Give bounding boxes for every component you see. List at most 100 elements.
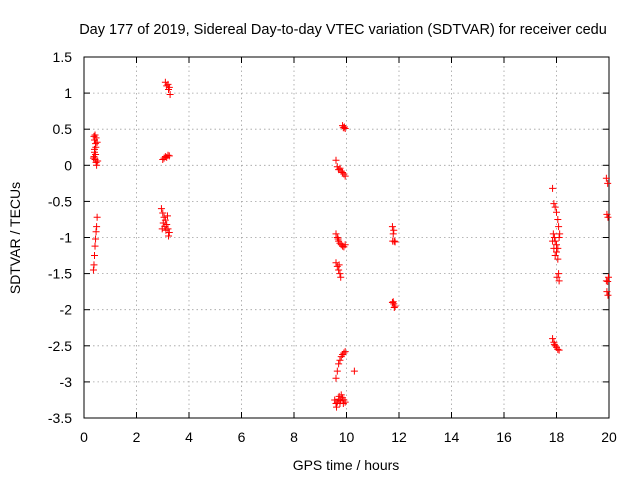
data-point <box>555 270 563 278</box>
data-point <box>158 225 166 233</box>
y-tick-label: 0 <box>64 157 72 173</box>
data-point <box>335 360 343 368</box>
y-tick-label: -0.5 <box>48 193 72 209</box>
data-point <box>92 235 100 243</box>
data-point <box>335 261 343 269</box>
data-point <box>93 138 101 146</box>
data-point <box>388 223 396 231</box>
data-point <box>549 335 557 343</box>
data-point <box>93 223 101 231</box>
data-point <box>337 397 345 405</box>
x-tick-label: 2 <box>133 429 141 445</box>
data-point <box>340 349 348 357</box>
y-tick-label: 0.5 <box>53 121 73 137</box>
data-point <box>555 346 563 354</box>
data-point <box>551 342 559 350</box>
data-point <box>389 230 397 238</box>
x-tick-label: 8 <box>290 429 298 445</box>
data-point <box>333 367 341 375</box>
data-point <box>91 148 98 156</box>
data-point <box>159 209 167 217</box>
data-point <box>332 374 340 382</box>
data-point <box>604 213 612 221</box>
data-point <box>335 266 343 274</box>
data-point <box>341 124 349 132</box>
data-point <box>90 261 98 269</box>
data-point <box>604 273 612 281</box>
data-point <box>550 340 558 348</box>
data-point <box>333 403 341 411</box>
x-tick-label: 20 <box>601 429 617 445</box>
data-points <box>89 78 612 411</box>
x-tick-label: 4 <box>185 429 193 445</box>
data-point <box>163 221 171 229</box>
data-point <box>92 143 100 151</box>
data-point <box>341 398 349 406</box>
data-point <box>333 262 341 270</box>
data-point <box>341 348 349 356</box>
data-point <box>165 228 173 236</box>
x-tick-label: 14 <box>444 429 460 445</box>
data-point <box>333 234 341 241</box>
data-point <box>553 248 560 256</box>
data-point <box>553 208 560 216</box>
data-point <box>602 277 610 285</box>
data-point <box>332 156 340 164</box>
y-tick-label: -1.5 <box>48 266 72 282</box>
data-point <box>604 291 612 299</box>
y-tick-labels: 1.5 1 0.5 0 -0.5 -1 -1.5 -2 -2.5 -3 -3.5 <box>48 49 72 426</box>
data-point <box>166 91 174 99</box>
data-point <box>555 234 563 241</box>
x-tick-label: 6 <box>238 429 246 445</box>
y-axis-label: SDTVAR / TECUs <box>7 182 23 294</box>
x-tick-labels: 0 2 4 6 8 10 12 14 16 18 20 <box>80 429 617 445</box>
data-point <box>390 226 398 234</box>
data-point <box>165 152 173 160</box>
data-point <box>89 154 97 162</box>
x-tick-label: 16 <box>496 429 512 445</box>
data-point <box>341 172 349 180</box>
data-point <box>603 210 611 218</box>
data-point <box>551 252 559 260</box>
x-tick-label: 18 <box>549 429 565 445</box>
data-point <box>92 134 100 142</box>
data-point <box>554 215 562 223</box>
x-tick-label: 0 <box>80 429 88 445</box>
y-tick-label: -3.5 <box>48 410 72 426</box>
grid-lines <box>84 57 609 418</box>
data-point <box>161 216 169 224</box>
data-point <box>549 237 557 245</box>
data-point <box>91 131 99 139</box>
x-axis-label: GPS time / hours <box>293 457 400 473</box>
data-point <box>90 153 98 161</box>
data-point <box>91 252 98 260</box>
data-point <box>388 298 396 306</box>
x-tick-label: 12 <box>391 429 407 445</box>
y-tick-label: -1 <box>60 230 73 246</box>
data-point <box>556 230 564 238</box>
data-point <box>164 151 172 159</box>
data-point <box>336 270 344 278</box>
data-point <box>554 345 562 353</box>
data-point <box>555 223 563 231</box>
data-point <box>89 266 97 274</box>
data-point <box>604 179 612 187</box>
data-point <box>390 304 398 312</box>
data-point <box>332 230 340 238</box>
data-point <box>391 302 399 310</box>
data-point <box>549 230 557 238</box>
data-point <box>336 356 344 364</box>
data-point <box>551 203 559 211</box>
plot-frame <box>83 56 610 419</box>
data-point <box>603 288 611 296</box>
data-point <box>337 273 345 281</box>
data-point <box>92 228 100 236</box>
data-point <box>94 157 102 165</box>
data-point <box>550 244 558 252</box>
data-point <box>91 242 99 250</box>
data-point <box>165 83 173 91</box>
data-point <box>336 164 344 172</box>
data-point <box>93 213 101 221</box>
data-point <box>554 255 562 263</box>
